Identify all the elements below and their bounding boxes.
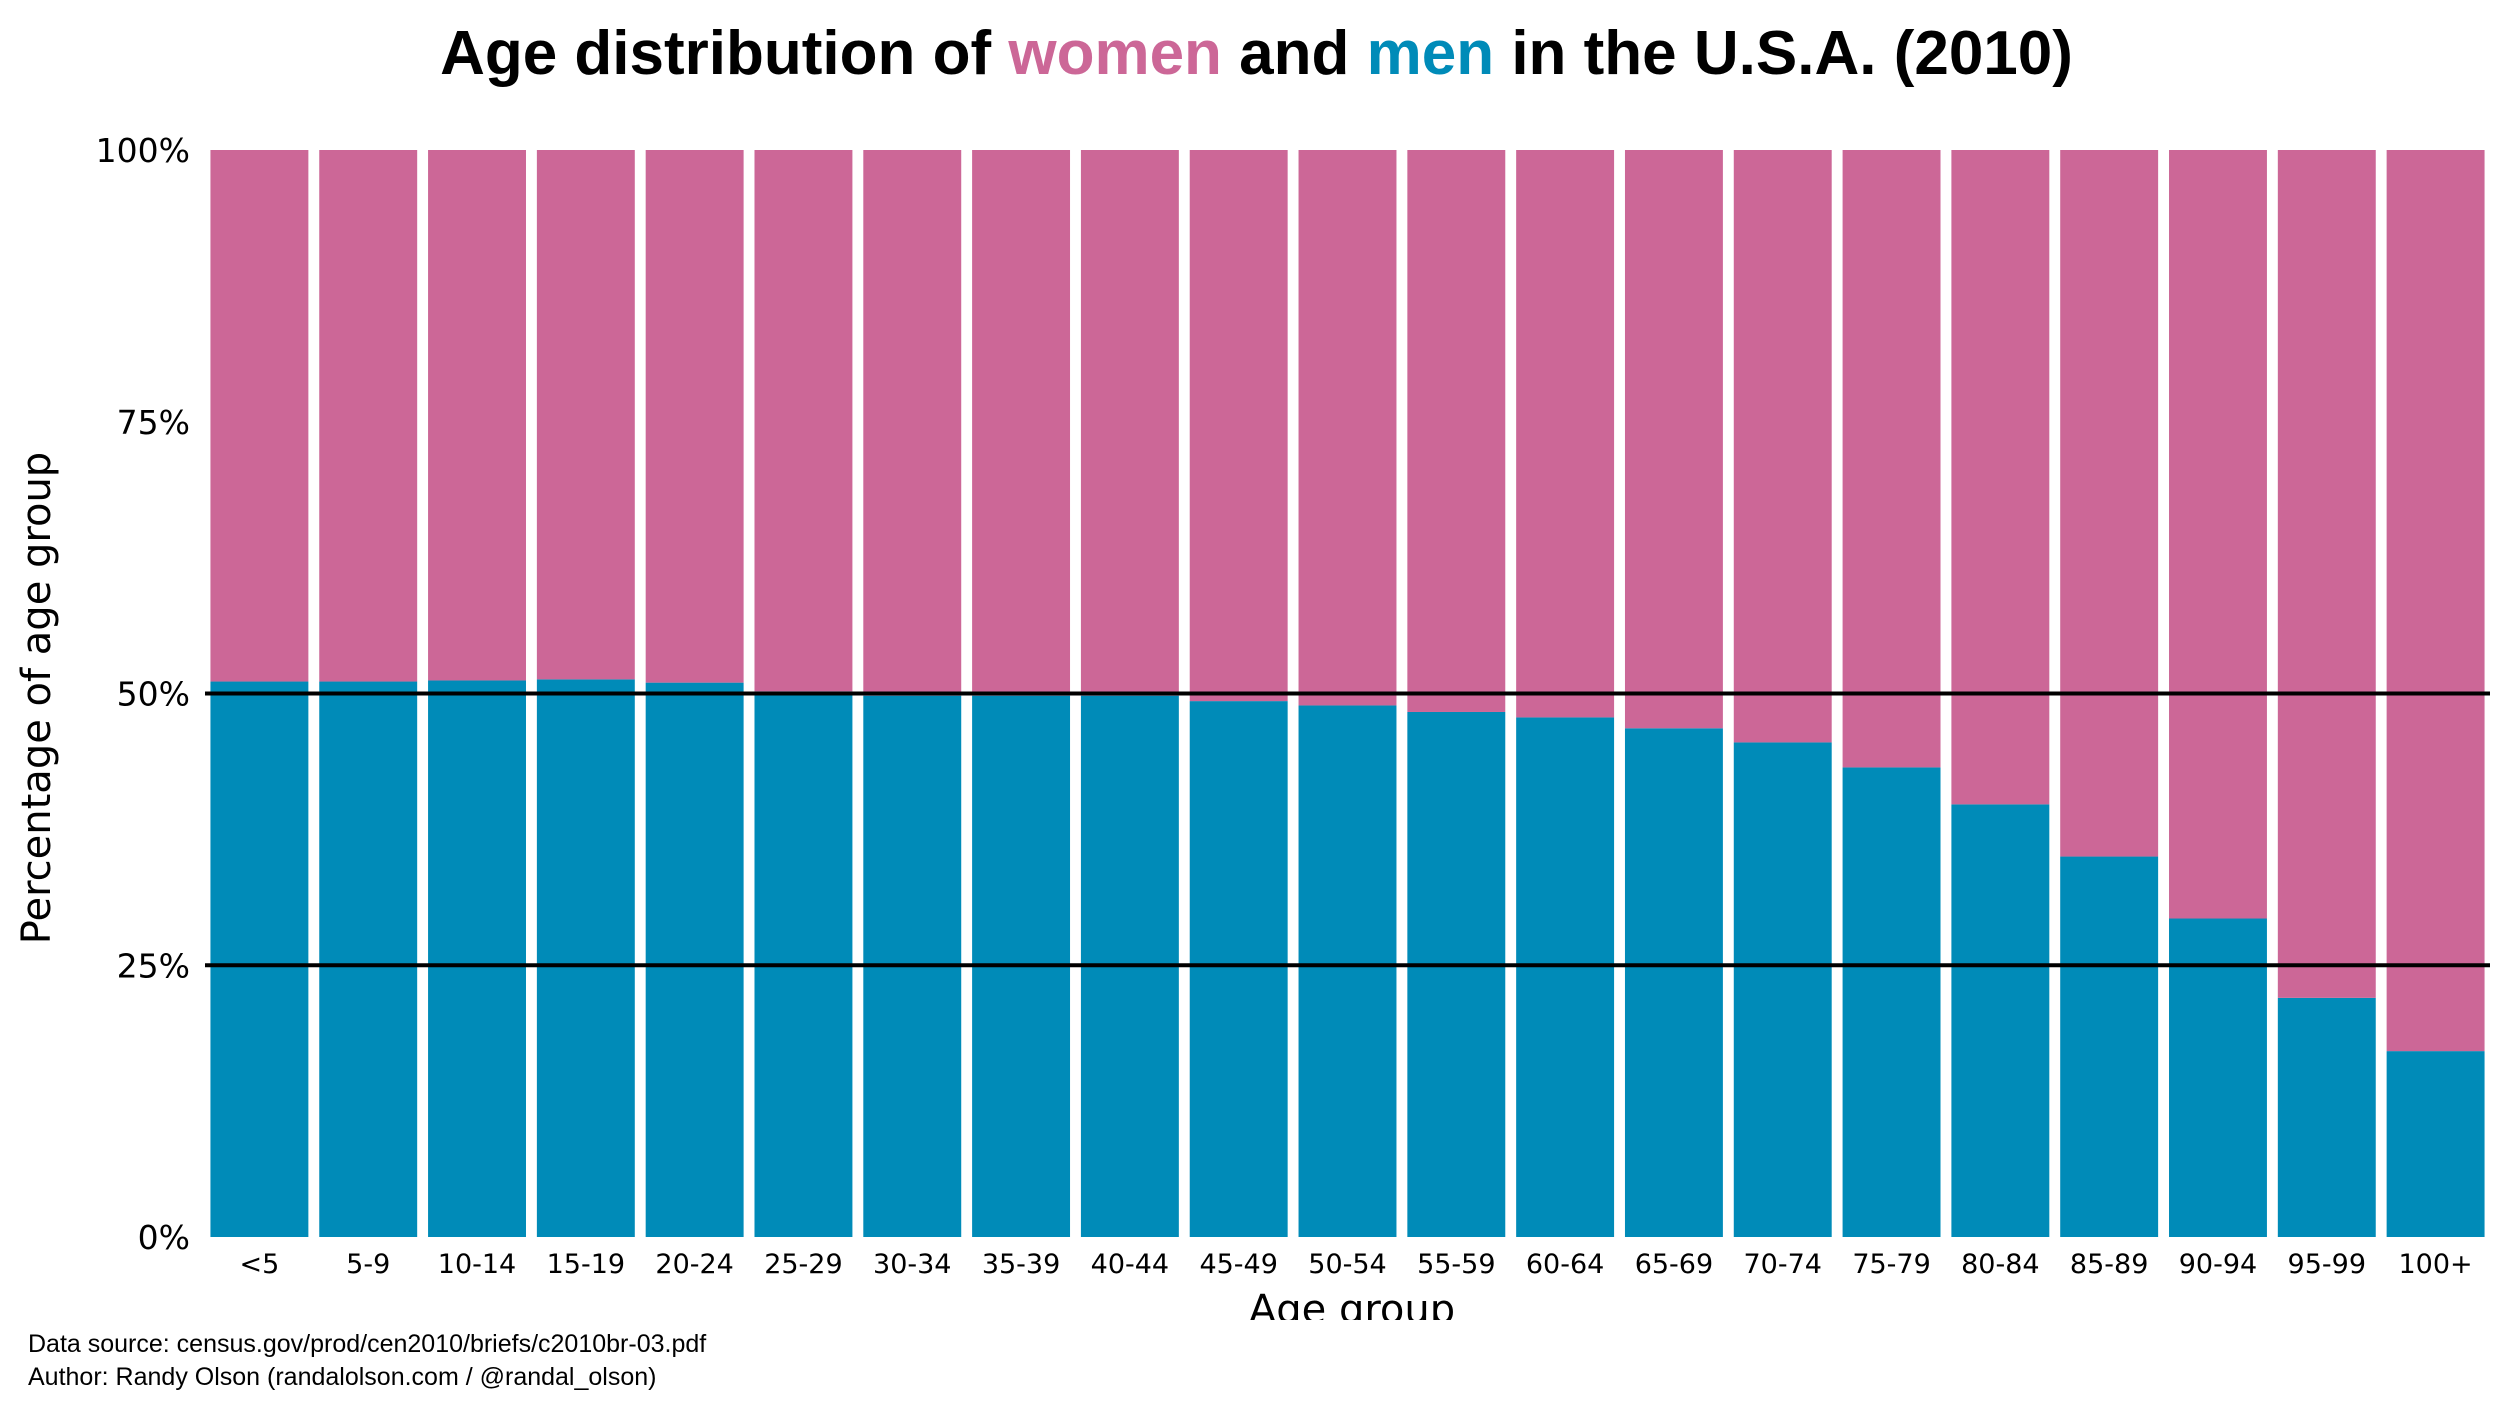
women-bar-70-74 (1733, 150, 1832, 743)
x-tick-label: 70-74 (1744, 1249, 1822, 1280)
title-women-word: women (1008, 19, 1222, 88)
men-bar-20-24 (645, 682, 744, 1237)
x-tick-label: 60-64 (1526, 1249, 1604, 1280)
y-tick-label: 100% (96, 131, 190, 170)
x-tick-label: 65-69 (1635, 1249, 1713, 1280)
men-bar-100+ (2386, 1051, 2485, 1237)
x-tick-label: 80-84 (1961, 1249, 2039, 1280)
men-bar-5-9 (319, 681, 418, 1237)
y-tick-label: 25% (117, 946, 190, 985)
y-tick-label: 50% (117, 675, 190, 714)
women-bar-25-29 (754, 150, 853, 692)
x-tick-label: 10-14 (438, 1249, 516, 1280)
title-suffix: in the U.S.A. (2010) (1494, 19, 2073, 88)
x-tick-label: 45-49 (1199, 1249, 1277, 1280)
women-bar-95-99 (2277, 150, 2376, 998)
x-tick-label: 35-39 (982, 1249, 1060, 1280)
men-bar-60-64 (1516, 717, 1615, 1237)
women-bar-30-34 (863, 150, 962, 696)
x-tick-label: 100+ (2399, 1249, 2473, 1280)
women-bar-90-94 (2169, 150, 2267, 919)
men-bar-90-94 (2169, 918, 2267, 1237)
women-bar-<5 (210, 150, 309, 682)
women-bar-55-59 (1407, 150, 1506, 712)
men-bar-70-74 (1733, 742, 1832, 1237)
x-tick-label: 50-54 (1308, 1249, 1386, 1280)
x-tick-label: 55-59 (1417, 1249, 1495, 1280)
men-bar-10-14 (428, 680, 526, 1237)
men-bar-50-54 (1298, 705, 1397, 1237)
men-bar-75-79 (1842, 767, 1941, 1237)
men-bar-<5 (210, 681, 309, 1237)
x-tick-label: 15-19 (547, 1249, 625, 1280)
stacked-bar-chart: 0% 25% 50% 75% 100% <5 5-9 10-14 15-19 20-24 25-2… (14, 131, 2490, 1320)
women-bar-40-44 (1080, 150, 1179, 696)
x-tick-label: 85-89 (2070, 1249, 2148, 1280)
women-bar-50-54 (1298, 150, 1397, 706)
x-tick-label: 95-99 (2288, 1249, 2366, 1280)
women-bar-80-84 (1951, 150, 2050, 805)
x-tick-label: 40-44 (1091, 1249, 1169, 1280)
women-bar-85-89 (2060, 150, 2159, 857)
y-tick-label: 75% (117, 403, 190, 442)
women-bar-65-69 (1624, 150, 1723, 729)
title-prefix: Age distribution of (440, 19, 1009, 88)
chart-title: Age distribution of women and men in the… (0, 18, 2513, 89)
men-bar-65-69 (1624, 728, 1723, 1237)
men-bar-85-89 (2060, 856, 2159, 1237)
y-axis-label: Percentage of age group (14, 452, 60, 944)
men-bar-15-19 (536, 679, 635, 1237)
x-tick-labels-group: <5 5-9 10-14 15-19 20-24 25-29 30-34 35-39 40-44… (239, 1249, 2472, 1280)
women-bar-5-9 (319, 150, 418, 682)
x-tick-label: <5 (239, 1249, 279, 1280)
men-bar-80-84 (1951, 804, 2050, 1237)
men-bar-45-49 (1189, 701, 1288, 1237)
x-tick-label: 30-34 (873, 1249, 951, 1280)
women-bar-75-79 (1842, 150, 1941, 768)
women-bar-35-39 (972, 150, 1071, 696)
men-bar-95-99 (2277, 997, 2376, 1237)
x-tick-label: 75-79 (1852, 1249, 1930, 1280)
reference-lines-group (205, 691, 2490, 968)
bars-group (210, 150, 2485, 1237)
women-bar-10-14 (428, 150, 526, 681)
x-tick-label: 90-94 (2179, 1249, 2257, 1280)
title-men-word: men (1366, 19, 1495, 88)
title-middle: and (1221, 19, 1367, 88)
y-tick-labels-group: 0% 25% 50% 75% 100% (96, 131, 190, 1257)
x-tick-label: 5-9 (346, 1249, 390, 1280)
men-bar-55-59 (1407, 711, 1506, 1237)
data-source-note: Data source: census.gov/prod/cen2010/bri… (28, 1330, 707, 1358)
y-tick-label: 0% (138, 1218, 190, 1257)
women-bar-100+ (2386, 150, 2485, 1052)
x-tick-label: 25-29 (764, 1249, 842, 1280)
author-note: Author: Randy Olson (randalolson.com / @… (28, 1363, 657, 1391)
women-bar-60-64 (1516, 150, 1615, 718)
x-axis-label: Age group (1249, 1287, 1455, 1320)
women-bar-20-24 (645, 150, 744, 683)
women-bar-15-19 (536, 150, 635, 680)
x-tick-label: 20-24 (655, 1249, 733, 1280)
women-bar-45-49 (1189, 150, 1288, 702)
